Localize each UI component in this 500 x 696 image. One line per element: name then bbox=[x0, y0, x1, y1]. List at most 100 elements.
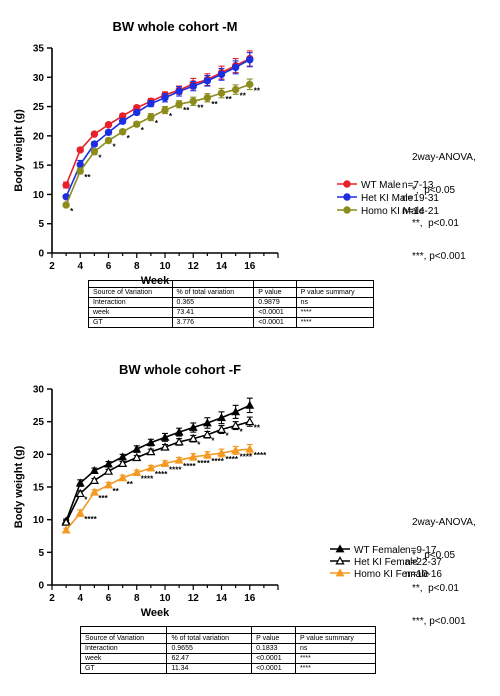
x-tick-label: 10 bbox=[159, 261, 171, 272]
table-cell: **** bbox=[295, 317, 375, 328]
legend-n-label: n=10-16 bbox=[405, 569, 442, 580]
y-tick-label: 10 bbox=[33, 190, 45, 201]
anova-line: *, p<0.05 bbox=[412, 185, 456, 196]
significance-label: ** bbox=[211, 100, 218, 109]
table-header-cell: Source of Variation bbox=[88, 287, 173, 298]
legend-label: WT Male bbox=[361, 180, 401, 191]
table-cell: 0.1833 bbox=[251, 643, 296, 654]
data-point bbox=[343, 206, 351, 214]
table-cell: **** bbox=[295, 307, 375, 318]
data-point bbox=[175, 87, 183, 96]
y-tick-label: 20 bbox=[33, 131, 45, 142]
stats-table-female: Source of Variation % of total variation… bbox=[79, 626, 377, 674]
data-point bbox=[90, 140, 99, 148]
data-point bbox=[132, 467, 142, 477]
anova-line: 2way-ANOVA, bbox=[412, 152, 476, 163]
significance-label: **** bbox=[169, 465, 182, 474]
table-cell: Interaction bbox=[88, 297, 173, 308]
data-point bbox=[133, 108, 141, 117]
y-axis-label: Body weight (g) bbox=[13, 445, 25, 528]
data-point bbox=[75, 478, 85, 487]
significance-label: * bbox=[84, 496, 88, 505]
y-tick-label: 25 bbox=[33, 102, 45, 113]
y-tick-label: 20 bbox=[33, 450, 45, 461]
x-tick-label: 8 bbox=[134, 261, 140, 272]
data-point bbox=[202, 418, 212, 427]
x-tick-label: 4 bbox=[77, 261, 83, 272]
data-point bbox=[335, 568, 345, 577]
significance-label: ** bbox=[113, 487, 120, 496]
table-cell: 62.47 bbox=[166, 653, 253, 664]
data-point bbox=[343, 180, 351, 188]
anova-line: ***, p<0.001 bbox=[412, 251, 466, 262]
anova-line: 2way-ANOVA, bbox=[412, 517, 476, 528]
data-point bbox=[104, 128, 113, 137]
significance-label: ** bbox=[254, 424, 261, 433]
significance-label: ** bbox=[226, 95, 233, 104]
data-point bbox=[104, 121, 113, 129]
data-point bbox=[104, 480, 113, 489]
data-point bbox=[118, 473, 128, 482]
significance-label: * bbox=[70, 207, 74, 216]
table-header-cell: P value bbox=[253, 287, 297, 298]
significance-label: **** bbox=[226, 455, 239, 464]
series-1 bbox=[62, 52, 254, 201]
data-point bbox=[217, 413, 226, 422]
y-tick-label: 10 bbox=[33, 515, 45, 526]
data-point bbox=[175, 100, 183, 108]
significance-label: * bbox=[113, 143, 117, 152]
data-point bbox=[118, 458, 128, 467]
data-point bbox=[188, 452, 198, 461]
table-row: GT 3.776 <0.0001 **** bbox=[88, 317, 375, 328]
chart-panel-0: BW whole cohort -M 0 5 10 15 20 25 30 35 2 4 6 8 10 12… bbox=[13, 19, 439, 287]
data-point bbox=[75, 508, 85, 517]
significance-label: * bbox=[141, 126, 145, 135]
significance-label: * bbox=[98, 154, 102, 163]
data-point bbox=[103, 466, 114, 475]
legend-entry: WT Female n=9-17 bbox=[330, 544, 437, 556]
table-cell: 0.9655 bbox=[166, 643, 253, 654]
data-point bbox=[160, 432, 170, 441]
significance-label: **** bbox=[84, 515, 97, 524]
data-point bbox=[147, 113, 155, 121]
table-cell: <0.0001 bbox=[251, 663, 296, 674]
data-point bbox=[202, 429, 212, 439]
x-tick-label: 12 bbox=[188, 261, 200, 272]
table-header-cell: P value summary bbox=[294, 633, 377, 644]
y-tick-label: 0 bbox=[38, 249, 44, 260]
data-point bbox=[335, 544, 345, 553]
table-cell: 73.41 bbox=[171, 307, 255, 318]
table-cell: GT bbox=[79, 663, 168, 674]
table-cell: week bbox=[79, 653, 168, 664]
y-axis-label: Body weight (g) bbox=[13, 109, 25, 192]
data-point bbox=[90, 147, 99, 156]
table-cell: 0.365 bbox=[171, 297, 255, 308]
table-cell: ns bbox=[294, 643, 377, 654]
table-cell: Interaction bbox=[79, 643, 168, 654]
data-point bbox=[203, 94, 212, 102]
data-point bbox=[118, 128, 127, 136]
significance-label: * bbox=[240, 428, 244, 437]
data-point bbox=[231, 407, 241, 416]
table-row: Interaction 0.365 0.9879 ns bbox=[88, 297, 375, 308]
table-row: Interaction 0.9655 0.1833 ns bbox=[79, 643, 377, 654]
significance-label: **** bbox=[211, 457, 224, 466]
table-cell: 11.34 bbox=[166, 663, 253, 674]
legend-label: Homo KI Female bbox=[354, 569, 429, 580]
legend-n-label: n=14-21 bbox=[402, 206, 439, 217]
data-point bbox=[75, 488, 85, 498]
anova-line: *, p<0.05 bbox=[412, 550, 456, 561]
data-point bbox=[188, 422, 198, 431]
x-tick-label: 16 bbox=[244, 593, 256, 604]
data-point bbox=[104, 136, 113, 145]
table-row bbox=[88, 280, 375, 288]
data-point bbox=[89, 466, 99, 475]
x-tick-label: 10 bbox=[159, 593, 171, 604]
stats-table-male: Source of Variation % of total variation… bbox=[88, 280, 375, 328]
chart-panel-1: BW whole cohort -F 0 5 10 15 20 25 30 2 4 6 8 10 12 14… bbox=[13, 362, 442, 619]
data-point bbox=[90, 130, 99, 138]
significance-label: ** bbox=[84, 173, 91, 182]
